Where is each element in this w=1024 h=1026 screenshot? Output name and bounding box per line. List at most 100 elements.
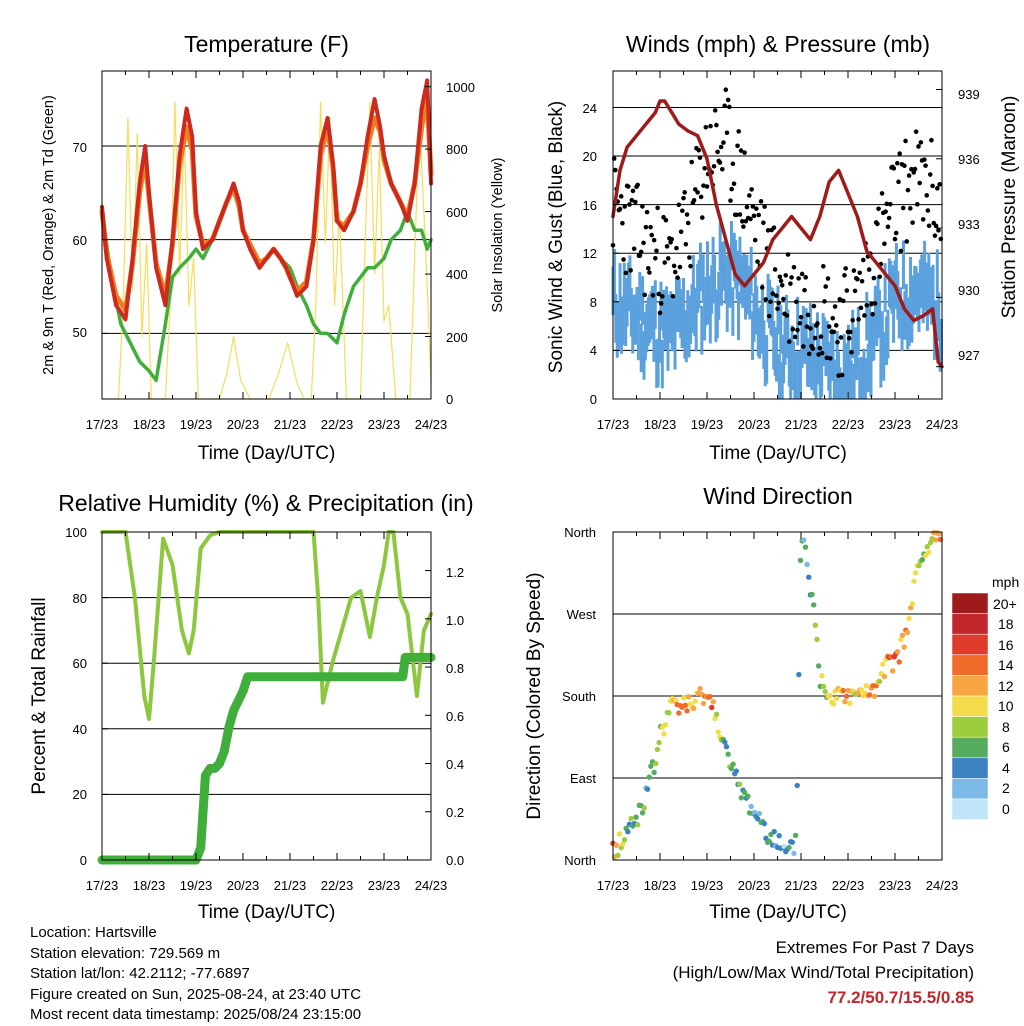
wind-mark: [705, 241, 709, 290]
gust-point: [700, 215, 705, 220]
gust-point: [862, 313, 867, 318]
wind-mark: [725, 283, 729, 332]
rainfall-tick-label: 0.2: [446, 805, 464, 820]
wind-mark: [820, 348, 824, 397]
gust-point: [798, 314, 804, 320]
winds-xtick-label: 19/23: [691, 417, 724, 432]
wind-tick-label: 12: [583, 246, 597, 261]
gust-point: [815, 321, 820, 326]
gust-point: [926, 223, 932, 229]
rainfall-tick-label: 0.0: [446, 853, 464, 868]
direction-point: [820, 683, 827, 690]
gust-point: [770, 291, 776, 296]
rainfall-tick-label: 0.8: [446, 661, 464, 676]
gust-point: [717, 160, 723, 165]
direction-point: [842, 698, 848, 705]
direction-tick-label: West: [567, 607, 597, 622]
gust-point: [633, 199, 638, 205]
gust-point: [781, 296, 786, 302]
colorbar-swatch: [951, 675, 989, 697]
direction-tick-label: North: [564, 525, 596, 540]
gust-point: [645, 265, 651, 271]
rainfall-tick-label: 1.2: [446, 565, 464, 580]
gust-point: [687, 255, 692, 260]
direction-point: [794, 782, 800, 789]
gust-point: [850, 317, 855, 323]
gust-point: [788, 281, 793, 286]
direction-point: [738, 795, 745, 801]
gust-point: [910, 220, 915, 225]
winds-xtick-label: 20/23: [738, 417, 771, 432]
gust-point: [935, 186, 940, 191]
gust-point: [808, 326, 813, 331]
insolation-tick-label: 0: [446, 392, 453, 407]
direction-point: [858, 687, 865, 693]
gust-point: [795, 327, 800, 333]
direction-title: Wind Direction: [703, 483, 853, 509]
wind-mark: [658, 314, 662, 363]
gust-point: [857, 270, 863, 276]
wind-mark: [650, 285, 654, 335]
wind-tick-label: 24: [583, 101, 597, 116]
gust-point: [749, 187, 754, 192]
direction-point: [751, 809, 758, 816]
direction-point: [651, 769, 657, 776]
gust-point: [727, 104, 732, 110]
gust-point: [877, 274, 883, 280]
wind-mark: [775, 332, 779, 382]
insolation-tick-label: 1000: [446, 80, 475, 95]
extremes-title: Extremes For Past 7 Days: [775, 938, 974, 957]
wind-mark: [872, 311, 876, 361]
direction-point: [880, 661, 886, 667]
gust-point: [721, 140, 726, 145]
direction-point: [814, 636, 820, 643]
gust-point: [683, 241, 689, 247]
direction-point: [810, 602, 817, 608]
gust-point: [688, 263, 693, 269]
direction-point: [776, 833, 782, 839]
rainfall-line: [97, 652, 436, 865]
humidity-tick-label: 60: [73, 656, 87, 671]
gust-point: [766, 313, 772, 319]
gust-point: [806, 351, 812, 357]
direction-point: [766, 838, 772, 845]
direction-point: [654, 746, 661, 753]
gust-point: [906, 173, 912, 178]
gust-point: [650, 293, 656, 298]
gust-point: [870, 311, 875, 317]
gust-point: [799, 271, 805, 277]
wind-mark: [921, 274, 925, 324]
gust-point: [656, 291, 662, 297]
gust-point: [791, 264, 797, 270]
colorbar-label: 4: [1002, 760, 1010, 776]
direction-point: [646, 774, 652, 780]
gust-point: [620, 220, 625, 226]
gust-point: [917, 180, 922, 186]
gust-point: [635, 182, 640, 188]
direction-point: [745, 793, 751, 799]
gust-point: [702, 165, 707, 171]
gust-point: [879, 191, 885, 196]
direction-point: [741, 789, 748, 796]
direction-point: [615, 852, 621, 859]
station-elevation: Station elevation: 729.569 m: [30, 944, 221, 962]
gust-point: [723, 87, 729, 93]
gust-point: [933, 223, 939, 229]
gust-point: [622, 204, 628, 209]
direction-xlabel: Time (Day/UTC): [709, 902, 847, 923]
temperature-tick-label: 60: [73, 233, 87, 248]
wind-mark: [931, 264, 935, 314]
gust-point: [641, 240, 646, 246]
gust-point: [743, 218, 749, 224]
gust-point: [797, 320, 803, 326]
direction-point: [730, 761, 736, 767]
gust-point: [623, 270, 629, 276]
gust-point: [892, 236, 898, 242]
direction-point: [733, 768, 740, 774]
winds-panel: Winds (mph) & Pressure (mb) 0 4 8 12 16 …: [546, 31, 1020, 464]
direction-ylabel: Direction (Colored By Speed): [524, 572, 545, 819]
wind-mark: [682, 277, 685, 327]
pressure-tick-label: 933: [958, 217, 980, 232]
direction-point: [681, 695, 687, 701]
